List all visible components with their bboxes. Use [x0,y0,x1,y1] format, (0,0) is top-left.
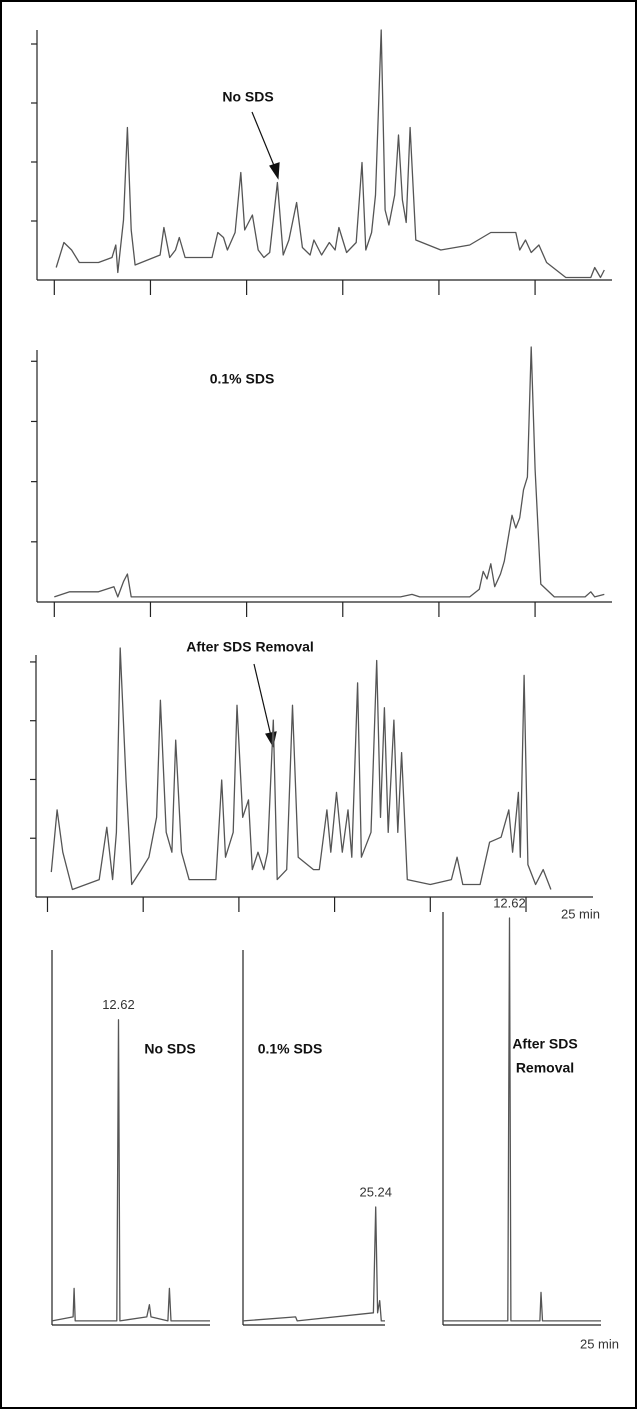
trace [50,647,552,891]
annotation: After SDS Removal [186,639,314,655]
trace [55,29,605,279]
annotation: No SDS [222,89,273,105]
trace [443,917,601,1322]
annotation: Removal [516,1060,574,1076]
trace [54,346,605,598]
peak-label: 12.62 [493,895,526,910]
x-axis-label: 25 min [561,906,600,921]
annotation: 0.1% SDS [258,1041,323,1057]
trace [242,1206,385,1322]
peak-label: 12.62 [102,997,135,1012]
annotation: No SDS [144,1041,195,1057]
annotation: 0.1% SDS [210,371,275,387]
annotation: After SDS [512,1036,577,1052]
peak-label: 25.24 [359,1184,392,1199]
trace [51,1019,210,1322]
x-axis-label: 25 min [580,1336,619,1351]
arrow [251,111,280,180]
